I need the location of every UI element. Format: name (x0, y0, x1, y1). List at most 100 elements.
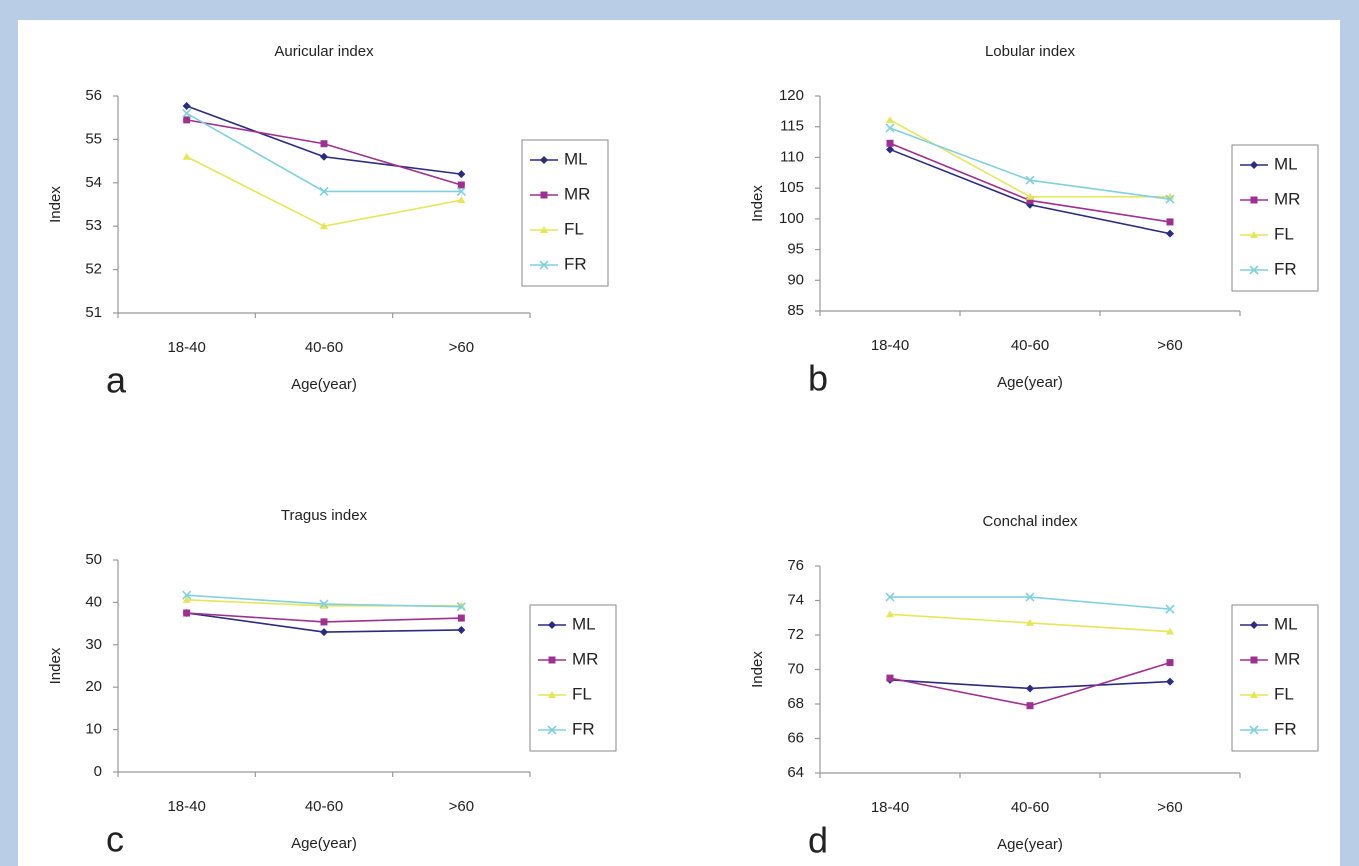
marker-x (1025, 175, 1035, 185)
x-tick-label: 40-60 (1011, 799, 1049, 816)
y-tick-label: 76 (787, 557, 804, 574)
y-tick-label: 0 (94, 763, 102, 780)
series-line (890, 596, 1171, 610)
marker-square (1250, 656, 1258, 664)
legend-label: ML (564, 149, 588, 168)
chart-title: Auricular index (274, 43, 374, 60)
x-axis-label: Age(year) (997, 374, 1063, 391)
x-tick-label: 18-40 (167, 339, 205, 356)
legend-label: MR (1274, 189, 1300, 208)
y-tick-label: 68 (787, 695, 804, 712)
marker-square (183, 116, 191, 124)
y-tick-label: 56 (85, 87, 102, 104)
y-tick-label: 70 (787, 660, 804, 677)
marker-diamond (1166, 229, 1174, 238)
y-tick-label: 64 (787, 764, 804, 781)
y-axis-label: Index (47, 647, 64, 684)
marker-diamond (1250, 621, 1258, 629)
marker-x (1165, 194, 1175, 204)
marker-square (183, 609, 191, 617)
marker-diamond (457, 625, 466, 634)
marker-triangle (1250, 231, 1258, 238)
marker-triangle (182, 152, 191, 160)
marker-diamond (548, 621, 556, 629)
marker-triangle (1026, 192, 1034, 200)
x-axis-label: Age(year) (997, 836, 1063, 853)
marker-x (456, 602, 466, 612)
legend-label: ML (572, 614, 596, 633)
marker-x (547, 725, 557, 735)
y-tick-label: 54 (85, 174, 102, 191)
marker-diamond (1166, 677, 1174, 686)
x-tick-label: 40-60 (1011, 337, 1049, 354)
x-tick-label: 18-40 (871, 799, 909, 816)
marker-x (1165, 604, 1175, 614)
marker-diamond (1026, 684, 1034, 693)
series-line (889, 119, 1170, 198)
legend-box (521, 139, 609, 287)
panel-label: a (106, 360, 127, 401)
panel-label: d (808, 820, 828, 861)
y-axis-label: Index (47, 186, 64, 223)
x-tick-label: >60 (1157, 799, 1182, 816)
marker-x (182, 590, 192, 600)
marker-square (886, 674, 894, 682)
legend-label: FL (1274, 684, 1294, 703)
marker-triangle (320, 222, 328, 230)
legend-label: FR (564, 254, 587, 273)
marker-square (320, 618, 328, 626)
series-line (186, 112, 462, 193)
marker-diamond (320, 628, 328, 637)
x-tick-label: >60 (449, 339, 474, 356)
y-tick-label: 85 (787, 302, 804, 319)
legend-box (1231, 604, 1319, 752)
marker-square (320, 140, 328, 148)
marker-square (1166, 659, 1174, 667)
marker-diamond (457, 170, 466, 179)
legend-box (529, 604, 617, 752)
y-tick-label: 74 (787, 591, 804, 608)
y-tick-label: 72 (787, 626, 804, 643)
marker-triangle (182, 595, 191, 603)
x-axis-label: Age(year) (291, 376, 357, 393)
legend-label: FL (572, 684, 592, 703)
y-tick-label: 20 (85, 678, 102, 695)
marker-triangle (540, 226, 548, 233)
y-tick-label: 55 (85, 130, 102, 147)
y-tick-label: 90 (787, 271, 804, 288)
panel-label: c (106, 819, 124, 860)
y-tick-label: 120 (779, 87, 804, 104)
legend-label: MR (1274, 649, 1300, 668)
marker-square (1166, 218, 1174, 226)
y-tick-label: 105 (779, 179, 804, 196)
marker-triangle (548, 691, 556, 698)
series-line (186, 105, 462, 175)
legend-label: ML (1274, 154, 1298, 173)
legend-label: FL (564, 219, 584, 238)
y-tick-label: 51 (85, 304, 102, 321)
marker-x (885, 592, 895, 602)
y-tick-label: 110 (780, 148, 804, 165)
legend-label: FR (1274, 259, 1297, 278)
y-tick-label: 10 (85, 721, 102, 738)
series-line (889, 142, 1171, 223)
series-line (889, 148, 1171, 235)
marker-square (457, 181, 465, 189)
marker-x (182, 108, 192, 118)
marker-diamond (320, 152, 328, 161)
y-tick-label: 115 (780, 118, 804, 135)
marker-diamond (540, 156, 548, 164)
y-tick-label: 95 (787, 241, 804, 258)
x-tick-label: >60 (449, 798, 474, 815)
marker-triangle (1166, 627, 1174, 635)
marker-x (319, 599, 329, 609)
y-tick-label: 50 (85, 551, 102, 568)
marker-x (1249, 265, 1259, 275)
marker-x (1025, 592, 1035, 602)
legend-label: ML (1274, 614, 1298, 633)
marker-triangle (886, 610, 894, 618)
marker-triangle (886, 115, 894, 123)
marker-square (548, 656, 556, 664)
marker-x (1249, 725, 1259, 735)
